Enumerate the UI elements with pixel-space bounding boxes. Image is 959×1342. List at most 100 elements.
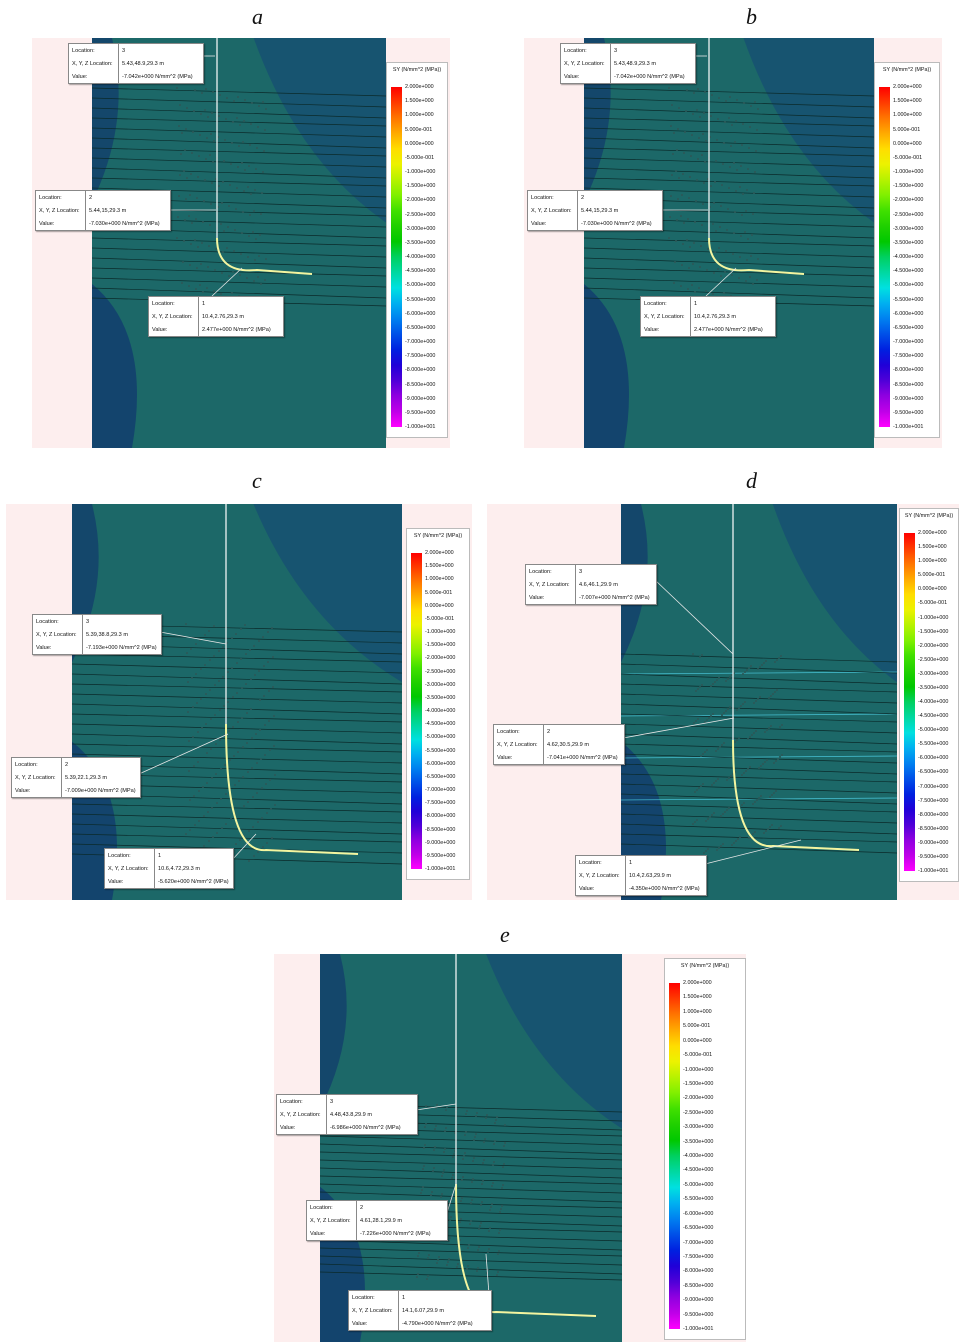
mesh-speckle [703,90,707,94]
mesh-speckle [723,810,727,814]
mesh-speckle [230,666,234,670]
mesh-speckle [756,257,760,261]
mesh-speckle [501,1183,505,1187]
mesh-speckle [445,1263,449,1267]
probe-1: Location: 1 X, Y, Z Location: 10.4,2.76,29… [640,296,776,337]
mesh-speckle [772,761,776,765]
mesh-speckle [201,290,205,294]
mesh-speckle [196,730,200,734]
mesh-speckle [730,843,734,847]
mesh-speckle [268,748,272,752]
legend-tick-label: -1.000e+000 [683,1066,714,1073]
mesh-speckle [436,1258,440,1262]
color-legend: SY (N/mm^2 (MPa)) 2.000e+000 1.500e+000 1.0… [406,528,470,880]
probe-value-value: -7.041e+000 N/mm^2 (MPa) [547,754,618,761]
mesh-speckle [426,1274,430,1278]
legend-color-bar [411,553,422,869]
legend-tick-label: -5.500e+000 [425,747,456,754]
mesh-speckle [440,1192,444,1196]
legend-color-bar [669,983,680,1329]
mesh-speckle [232,249,236,253]
legend-tick-label: -4.500e+000 [405,268,436,275]
mesh-speckle [197,789,201,793]
mesh-speckle [218,93,222,97]
mesh-speckle [710,783,714,787]
mesh-speckle [259,282,263,286]
mesh-speckle [217,679,221,683]
mesh-speckle [269,807,273,811]
anchor-line [583,277,875,288]
mesh-speckle [748,765,752,769]
mesh-speckle [255,761,259,765]
mesh-speckle [749,254,753,258]
mesh-speckle [184,197,188,201]
mesh-speckle [685,238,689,242]
color-legend: SY (N/mm^2 (MPa)) 2.000e+000 1.500e+000 1.0… [664,958,746,1340]
mesh-speckle [217,649,221,653]
mesh-speckle [466,1264,470,1268]
legend-tick-label: -1.000e+001 [918,868,949,874]
probe-xyz-label: X, Y, Z Location: [307,1214,357,1227]
mesh-speckle [266,630,270,634]
legend-tick-label: -2.500e+000 [683,1109,714,1116]
mesh-speckle [198,133,202,137]
mesh-speckle [775,688,779,692]
mesh-speckle [191,735,195,739]
legend-tick-label: -7.000e+000 [918,783,949,790]
anchor-line [71,833,403,843]
mesh-speckle [474,1132,478,1136]
mesh-speckle [209,717,213,721]
mesh-speckle [240,716,244,720]
mesh-speckle [476,1248,480,1252]
mesh-speckle [251,230,255,234]
mesh-speckle [753,170,757,174]
legend-tick-label: -8.500e+000 [683,1282,714,1289]
legend-tick-label: -7.000e+000 [683,1239,714,1246]
mesh-speckle [214,247,218,251]
mesh-speckle [709,684,713,688]
legend-tick-label: -5.000e-001 [918,600,948,607]
mesh-speckle [764,659,768,663]
mesh-speckle [435,1103,439,1107]
mesh-speckle [226,670,230,674]
mesh-speckle [236,165,240,169]
mesh-speckle [256,820,260,824]
probe-location-label: Location: [561,44,611,57]
mesh-speckle [769,724,773,728]
mesh-speckle [257,639,261,643]
mesh-speckle [749,104,753,108]
mesh-speckle [477,1245,481,1249]
legend-tick-label: -7.000e+000 [893,339,924,345]
anchor-line [583,127,875,138]
mesh-speckle [691,262,695,266]
mesh-speckle [747,146,751,150]
mesh-speckle [190,151,194,155]
mesh-speckle [217,184,221,188]
mesh-speckle [697,786,701,790]
mesh-speckle [177,124,181,128]
mesh-speckle [727,116,731,120]
probe-leader [654,579,734,655]
anchor-line [583,107,875,119]
mesh-speckle [205,136,209,140]
legend-tick-label: -8.000e+000 [918,811,949,818]
mesh-speckle [752,731,756,735]
mesh-speckle [495,1273,499,1277]
anchor-line [583,257,875,269]
anchor-line [91,267,387,277]
mesh-speckle [459,1217,463,1221]
legend-tick-label: -2.000e+000 [405,197,436,204]
mesh-speckle [421,1167,425,1171]
mesh-speckle [439,1195,443,1199]
probe-location-value: 3 [86,618,90,625]
mesh-speckle [740,213,744,217]
mesh-speckle [468,1222,472,1226]
mesh-speckle [770,793,774,797]
legend-tick-label: -1.500e+000 [893,183,924,190]
mesh-speckle [242,804,246,808]
legend-tick-label: -2.500e+000 [425,668,456,675]
legend-tick-label: -9.500e+000 [405,409,436,416]
legend-tick-label: -7.500e+000 [425,800,456,807]
anchor-line [91,287,387,299]
mesh-speckle [701,782,705,786]
